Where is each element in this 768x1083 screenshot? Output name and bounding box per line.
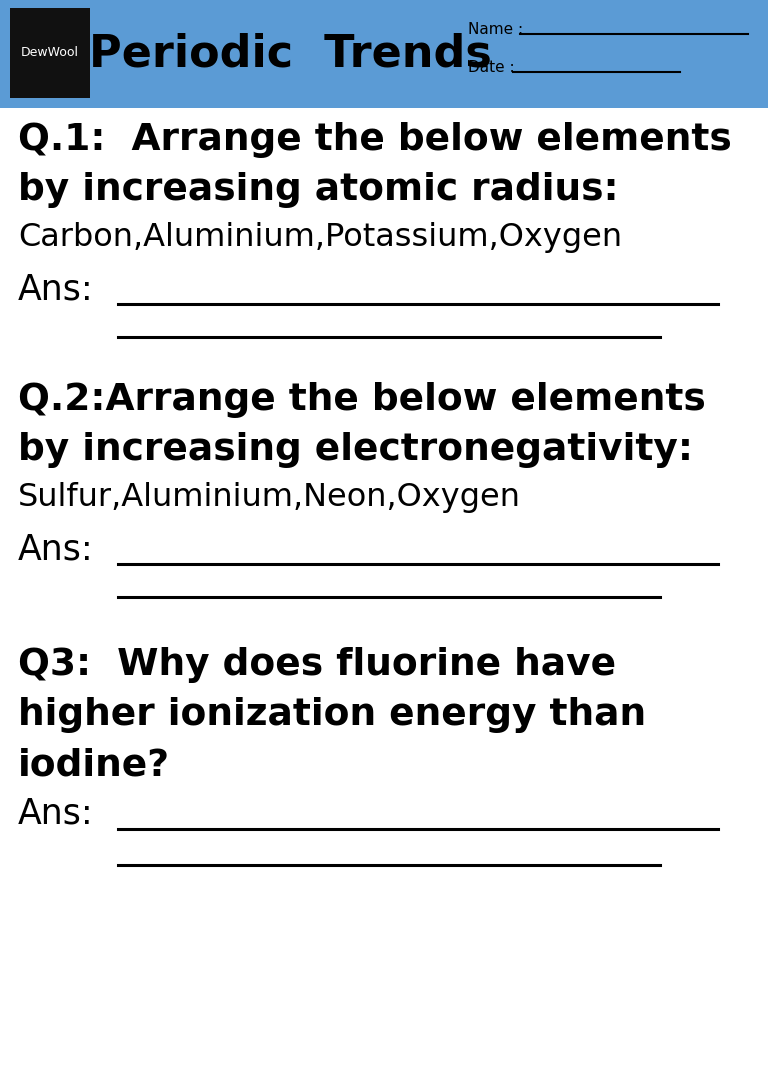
Text: by increasing atomic radius:: by increasing atomic radius: [18, 172, 619, 208]
Text: iodine?: iodine? [18, 747, 170, 783]
Text: DewWool: DewWool [21, 47, 79, 60]
Text: Sulfur,Aluminium,Neon,Oxygen: Sulfur,Aluminium,Neon,Oxygen [18, 482, 521, 513]
Text: Ans:: Ans: [18, 797, 94, 831]
Text: higher ionization energy than: higher ionization energy than [18, 697, 646, 733]
Text: Ans:: Ans: [18, 272, 94, 306]
Text: Name :: Name : [468, 23, 523, 38]
Text: by increasing electronegativity:: by increasing electronegativity: [18, 432, 693, 468]
Text: Ans:: Ans: [18, 532, 94, 566]
Text: Date :: Date : [468, 61, 515, 76]
Text: Q.2:Arrange the below elements: Q.2:Arrange the below elements [18, 382, 706, 418]
Bar [10, 8, 90, 97]
Text: Q.1:  Arrange the below elements: Q.1: Arrange the below elements [18, 122, 732, 158]
Text: Carbon,Aluminium,Potassium,Oxygen: Carbon,Aluminium,Potassium,Oxygen [18, 222, 622, 253]
Text: Periodic  Trends: Periodic Trends [88, 32, 492, 76]
Text: Q3:  Why does fluorine have: Q3: Why does fluorine have [18, 647, 616, 683]
Bar [0, 0, 768, 108]
